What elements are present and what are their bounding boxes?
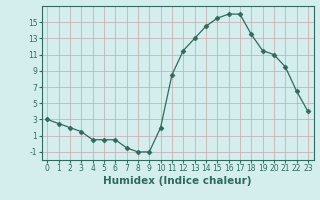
X-axis label: Humidex (Indice chaleur): Humidex (Indice chaleur) [103, 176, 252, 186]
